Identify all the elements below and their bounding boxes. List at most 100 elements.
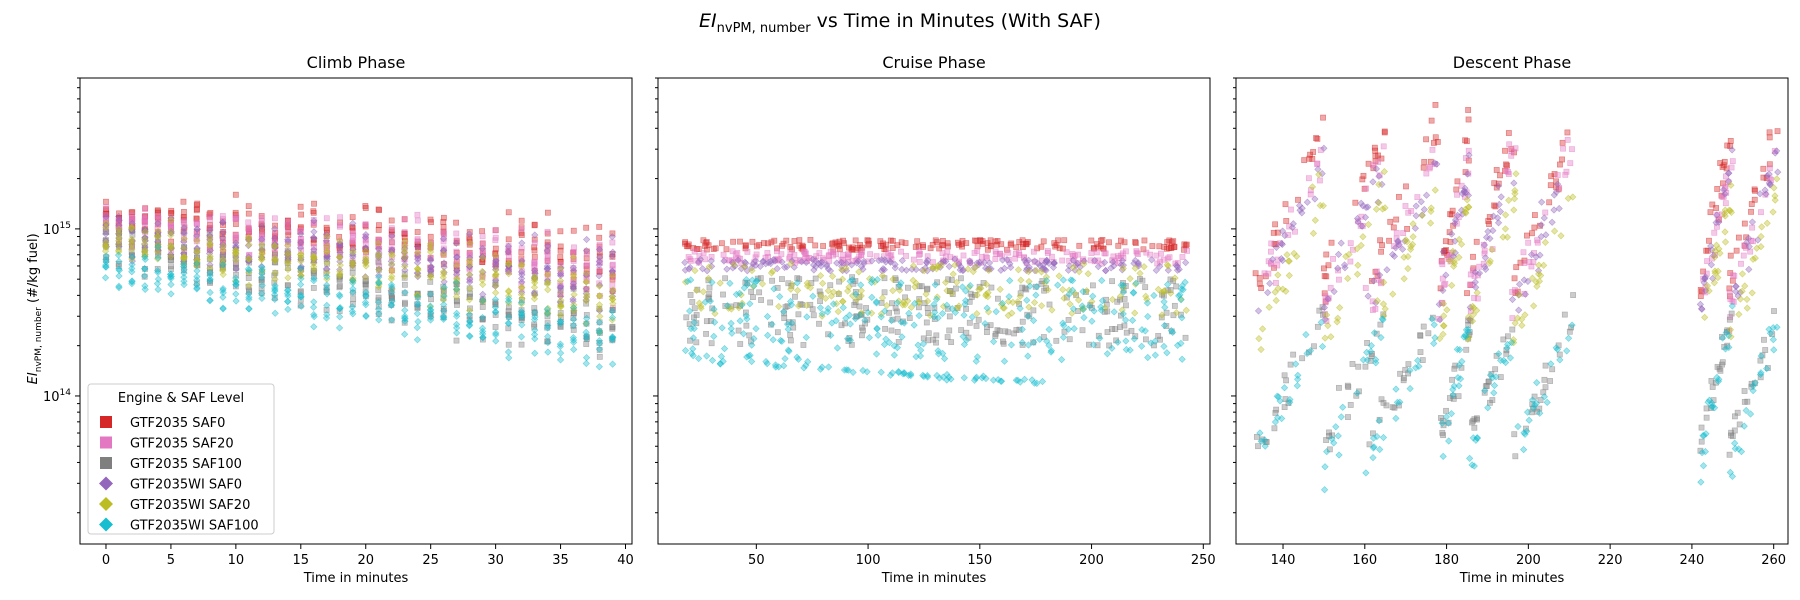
data-point: [1709, 384, 1716, 390]
data-point: [569, 336, 578, 344]
data-point: [608, 272, 617, 280]
data-point: [787, 243, 794, 250]
data-point: [947, 375, 955, 383]
data-point: [180, 262, 188, 271]
legend-marker: [100, 436, 112, 449]
data-point: [609, 239, 616, 246]
data-point: [141, 265, 149, 273]
data-point: [1511, 275, 1518, 282]
data-point: [1412, 364, 1420, 372]
data-point: [978, 254, 985, 260]
data-point: [258, 279, 265, 285]
data-point: [1526, 258, 1533, 265]
data-point: [776, 292, 784, 301]
legend-box: [87, 383, 275, 535]
data-point: [297, 291, 305, 299]
data-point: [1394, 238, 1402, 246]
data-point: [1773, 175, 1781, 183]
data-point: [1463, 138, 1470, 145]
data-point: [583, 224, 590, 231]
data-point: [737, 265, 746, 273]
data-point: [687, 256, 694, 263]
data-point: [1118, 306, 1126, 314]
data-point: [756, 262, 764, 270]
data-point: [414, 217, 421, 224]
data-point: [685, 241, 692, 248]
data-point: [883, 301, 891, 310]
data-point: [258, 222, 266, 230]
data-point: [1699, 288, 1705, 295]
data-point: [889, 287, 897, 295]
data-point: [466, 229, 473, 235]
data-point: [1042, 258, 1050, 266]
data-point: [1501, 211, 1510, 219]
data-point: [1698, 424, 1705, 431]
data-point: [297, 257, 305, 265]
data-point: [1265, 303, 1273, 311]
data-point: [787, 285, 795, 293]
data-point: [818, 279, 827, 287]
data-point: [1337, 413, 1345, 421]
data-point: [767, 299, 774, 306]
legend-marker: [100, 416, 112, 428]
data-point: [1407, 242, 1415, 251]
data-point: [773, 264, 781, 273]
data-point: [911, 299, 919, 307]
data-point: [1717, 160, 1724, 166]
data-point: [582, 269, 591, 277]
data-point: [1153, 252, 1160, 259]
data-point: [945, 262, 953, 271]
data-point: [825, 253, 832, 260]
data-point: [1386, 237, 1393, 244]
data-point: [1080, 260, 1088, 268]
data-point: [401, 288, 409, 297]
data-point: [1761, 186, 1769, 194]
data-point: [1763, 364, 1771, 373]
data-point: [925, 330, 932, 337]
data-point: [882, 335, 890, 343]
data-point: [1163, 323, 1170, 329]
data-point: [531, 231, 539, 239]
data-point: [1549, 366, 1556, 373]
data-point: [966, 298, 973, 305]
data-point: [401, 262, 409, 271]
data-point: [1117, 281, 1125, 289]
data-point: [1112, 326, 1119, 333]
data-point: [1256, 275, 1263, 281]
data-point: [140, 240, 149, 248]
data-point: [349, 245, 357, 253]
data-point: [958, 241, 965, 247]
data-point: [1173, 341, 1182, 350]
data-point: [232, 297, 240, 305]
data-point: [453, 286, 461, 294]
data-point: [1118, 237, 1124, 244]
data-point: [1170, 238, 1177, 245]
x-tick-label: 5: [167, 553, 175, 568]
data-point: [285, 227, 292, 234]
data-point: [1014, 298, 1022, 306]
data-point: [1359, 356, 1368, 364]
data-point: [1465, 147, 1472, 154]
data-point: [1033, 379, 1041, 387]
data-point: [1044, 286, 1052, 294]
data-point: [1527, 251, 1536, 259]
data-point: [1023, 286, 1030, 293]
data-point: [722, 256, 729, 263]
data-point: [1091, 256, 1099, 265]
data-point: [271, 234, 279, 242]
data-point: [897, 279, 905, 287]
data-point: [769, 277, 776, 284]
data-point: [1088, 250, 1095, 256]
data-point: [720, 344, 729, 353]
data-point: [375, 237, 382, 244]
data-point: [531, 258, 538, 265]
data-point: [854, 256, 861, 263]
data-point: [947, 254, 954, 260]
data-point: [1714, 363, 1721, 370]
data-point: [827, 282, 834, 289]
data-point: [1547, 182, 1554, 189]
data-point: [1285, 257, 1293, 265]
data-point: [835, 242, 842, 249]
data-point: [1458, 210, 1467, 218]
